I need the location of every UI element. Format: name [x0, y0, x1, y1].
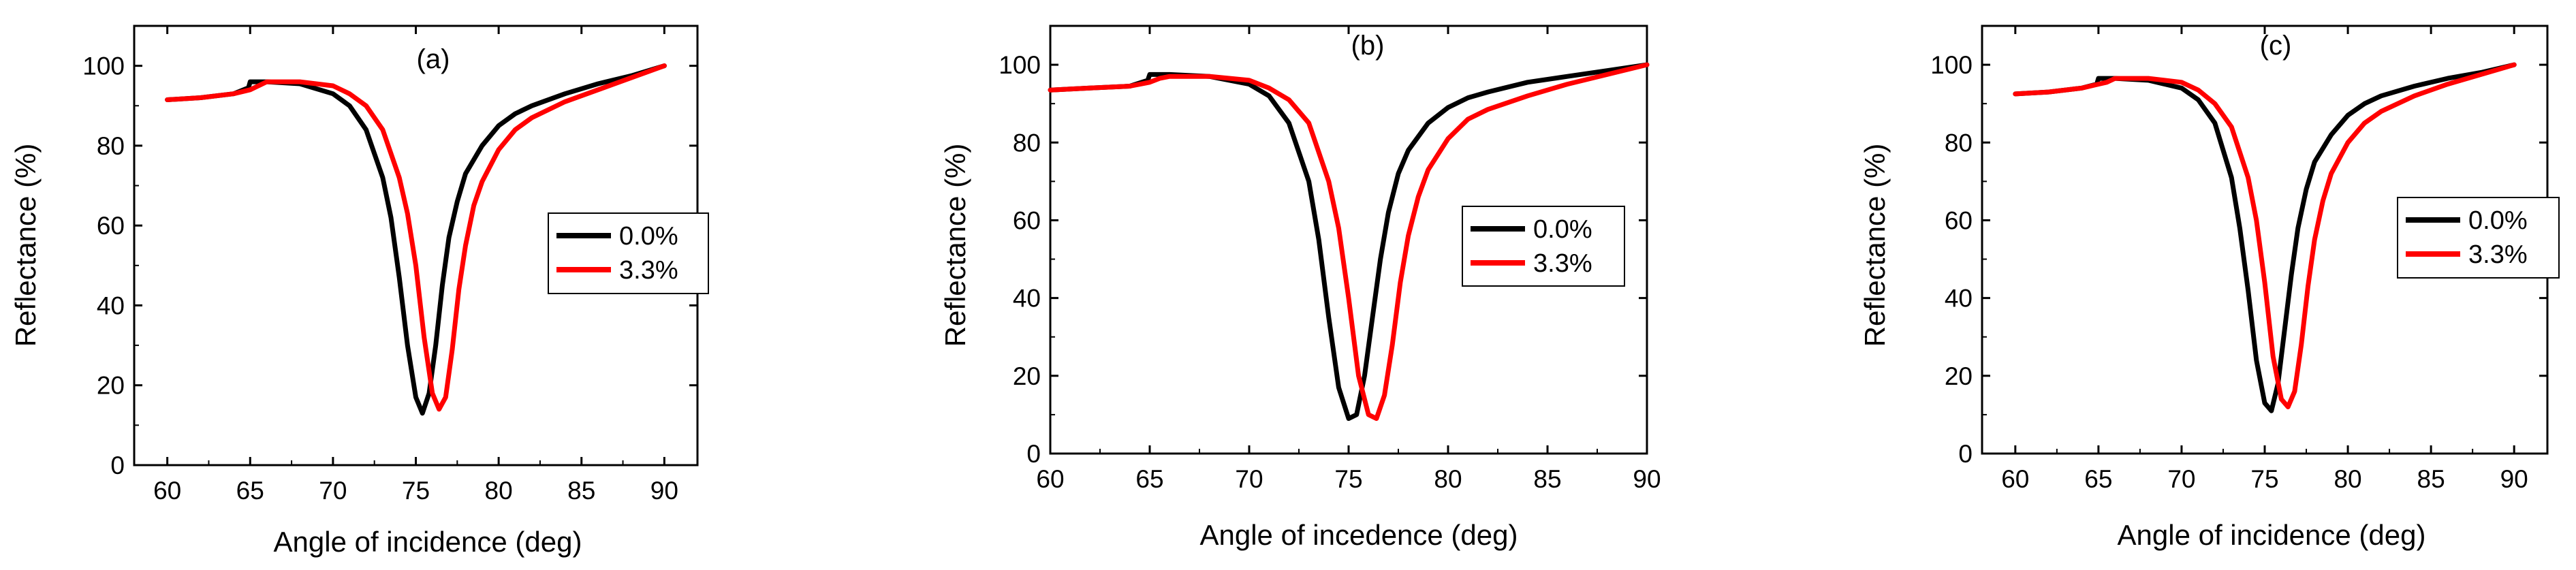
x-tick-label: 70 [1235, 465, 1263, 493]
series-line-0 [1048, 62, 1650, 422]
x-tick-label: 70 [2167, 465, 2195, 493]
x-tick-label: 65 [1135, 465, 1163, 493]
y-tick-label: 100 [82, 52, 125, 80]
y-tick-label: 100 [1930, 51, 1973, 79]
x-axis-label: Angle of incidence (deg) [274, 526, 582, 558]
legend-label-0: 0.0% [1533, 215, 1592, 244]
y-tick-label: 60 [1013, 206, 1041, 234]
legend-label-1: 3.3% [1533, 249, 1592, 278]
y-tick-label: 40 [1013, 285, 1041, 313]
x-axis-label: Angle of incedence (deg) [1200, 519, 1518, 551]
x-tick-label: 60 [153, 477, 181, 505]
legend-label-1: 3.3% [2468, 240, 2528, 269]
y-axis-label: Reflectance (%) [939, 144, 971, 347]
legend-label-1: 3.3% [619, 256, 678, 285]
x-tick-label: 85 [2417, 465, 2445, 493]
chart-panel-a: 60 65 70 75 80 85 90 0 20 40 60 80 100 (a) Angle of in… [10, 25, 709, 558]
y-tick-label: 80 [1945, 129, 1973, 157]
y-tick-label: 20 [97, 372, 125, 400]
y-tick-label: 0 [110, 452, 125, 479]
x-axis-label: Angle of incidence (deg) [2118, 519, 2426, 551]
x-tick-label: 90 [2500, 465, 2528, 493]
x-tick-label: 75 [2250, 465, 2278, 493]
y-tick-label: 0 [1958, 440, 1973, 468]
y-tick-label: 60 [1945, 206, 1973, 234]
x-tick-label: 75 [402, 477, 430, 505]
y-tick-label: 40 [97, 291, 125, 319]
x-tick-label: 85 [1533, 465, 1561, 493]
x-tick-label: 65 [236, 477, 264, 505]
y-tick-label: 100 [999, 51, 1041, 79]
x-tick-label: 60 [1036, 465, 1064, 493]
x-tick-label: 90 [1633, 465, 1661, 493]
y-tick-label: 0 [1026, 440, 1041, 468]
y-tick-label: 20 [1013, 362, 1041, 390]
legend-label-0: 0.0% [2468, 206, 2528, 235]
x-tick-label: 80 [2334, 465, 2361, 493]
x-tick-label: 70 [319, 477, 347, 505]
y-axis-label: Reflectance (%) [1859, 144, 1891, 347]
panel-label: (b) [1351, 31, 1385, 61]
series-line-1 [2013, 62, 2517, 409]
x-tick-label: 80 [1434, 465, 1462, 493]
chart-panel-b: 60 65 70 75 80 85 90 0 20 40 60 80 100 (b) Angle of in… [939, 25, 1661, 551]
y-tick-label: 40 [1945, 285, 1973, 313]
series-line-1 [165, 63, 667, 412]
legend-box [1462, 206, 1625, 287]
x-tick-label: 65 [2084, 465, 2112, 493]
x-tick-label: 80 [485, 477, 513, 505]
chart-panel-c: 60 65 70 75 80 85 90 0 20 40 60 80 100 (c) Angle of in… [1859, 25, 2560, 551]
legend-box [548, 212, 709, 294]
y-tick-label: 80 [97, 132, 125, 160]
panel-label: (c) [2260, 31, 2292, 61]
y-axis-label: Reflectance (%) [10, 144, 42, 347]
y-tick-label: 20 [1945, 362, 1973, 390]
x-tick-label: 85 [567, 477, 595, 505]
legend-label-0: 0.0% [619, 222, 678, 251]
legend-box [2397, 197, 2560, 279]
panel-label: (a) [417, 44, 450, 74]
x-tick-label: 60 [2001, 465, 2029, 493]
x-tick-label: 90 [650, 477, 678, 505]
series-line-1 [1048, 62, 1650, 422]
y-tick-label: 80 [1013, 129, 1041, 157]
x-tick-label: 75 [1334, 465, 1362, 493]
y-tick-label: 60 [97, 212, 125, 240]
